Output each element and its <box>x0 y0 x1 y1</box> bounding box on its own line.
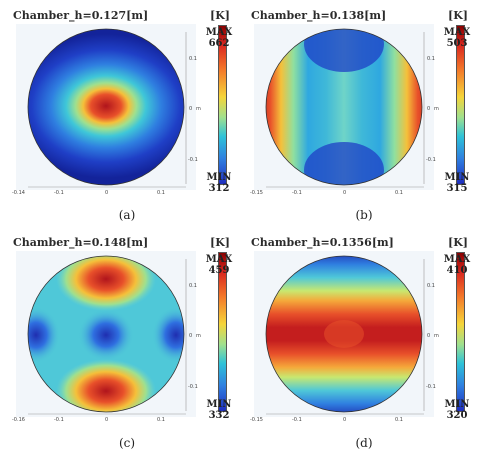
xtick: -0.15 <box>250 417 263 423</box>
temperature-plot: 0.1 0 -0.1 m -0.16 -0.1 0 0.1 <box>12 251 201 423</box>
ytick: -0.1 <box>188 157 198 163</box>
xtick: 0.1 <box>157 417 165 423</box>
axis-letter: m <box>434 106 439 112</box>
ytick: 0.1 <box>427 56 435 62</box>
max-value: 410 <box>446 265 468 276</box>
ytick: 0.1 <box>427 283 435 289</box>
min-label: MIN <box>206 172 232 183</box>
unit-label: [K] <box>210 236 230 249</box>
ytick: 0 <box>189 106 193 112</box>
xtick: -0.15 <box>250 190 263 196</box>
temperature-field-svg <box>265 255 425 415</box>
panel-title: Chamber_h=0.138[m] <box>251 9 387 22</box>
caption-d: (d) <box>355 436 373 450</box>
xtick: 0 <box>343 417 347 423</box>
min-label: MIN <box>444 172 470 183</box>
axis-letter: m <box>434 333 439 339</box>
xtick: -0.1 <box>292 417 302 423</box>
xtick: 0.1 <box>157 190 165 196</box>
panel-d: Chamber_h=0.1356[m] [K] <box>244 233 477 423</box>
axis-letter: m <box>196 106 201 112</box>
panel-a: Chamber_h=0.127[m] [K] <box>6 6 239 196</box>
temperature-plot: 0.1 0 -0.1 m -0.15 -0.1 0 0.1 <box>250 251 439 423</box>
min-label: MIN <box>444 399 470 410</box>
temperature-plot: 0.1 0 -0.1 m -0.15 -0.1 0 0.1 <box>250 24 439 196</box>
unit-label: [K] <box>448 9 468 22</box>
min-label: MIN <box>206 399 232 410</box>
ytick: 0 <box>427 333 431 339</box>
panel-b: Chamber_h=0.138[m] [K] <box>244 6 477 196</box>
caption-b: (b) <box>355 208 373 222</box>
panel-title: Chamber_h=0.148[m] <box>13 236 149 249</box>
xtick: -0.1 <box>54 417 64 423</box>
panel-c: Chamber_h=0.148[m] [K] <box>6 233 239 423</box>
panel-title: Chamber_h=0.1356[m] <box>251 236 394 249</box>
xtick: -0.1 <box>292 190 302 196</box>
max-value: 503 <box>446 38 468 49</box>
ytick: -0.1 <box>188 384 198 390</box>
colorbar <box>456 252 465 412</box>
colorbar <box>218 252 227 412</box>
ytick: 0.1 <box>189 56 197 62</box>
max-value: 662 <box>208 38 230 49</box>
ytick: 0 <box>189 333 193 339</box>
min-value: 332 <box>208 410 230 421</box>
ytick: 0.1 <box>189 283 197 289</box>
xtick: 0 <box>105 417 109 423</box>
min-value: 320 <box>446 410 468 421</box>
ytick: 0 <box>427 106 431 112</box>
xtick: 0 <box>343 190 347 196</box>
min-value: 315 <box>446 183 468 194</box>
min-value: 312 <box>208 183 230 194</box>
max-label: MAX <box>205 27 233 38</box>
temperature-field-svg <box>265 28 425 188</box>
axis-letter: m <box>196 333 201 339</box>
unit-label: [K] <box>210 9 230 22</box>
xtick: -0.1 <box>54 190 64 196</box>
ytick: -0.1 <box>426 157 436 163</box>
xtick: 0 <box>105 190 109 196</box>
max-value: 459 <box>208 265 230 276</box>
unit-label: [K] <box>448 236 468 249</box>
max-label: MAX <box>443 254 471 265</box>
colorbar <box>218 25 227 185</box>
xtick: 0.1 <box>395 417 403 423</box>
ytick: -0.1 <box>426 384 436 390</box>
temperature-field-svg <box>27 255 187 415</box>
temperature-plot: 0.1 0 -0.1 m -0.14 -0.1 0 0.1 <box>12 24 201 196</box>
xtick: -0.14 <box>12 190 25 196</box>
xtick: 0.1 <box>395 190 403 196</box>
panel-title: Chamber_h=0.127[m] <box>13 9 149 22</box>
temperature-field-svg <box>27 28 187 188</box>
colorbar <box>456 25 465 185</box>
caption-a: (a) <box>118 208 136 222</box>
max-label: MAX <box>205 254 233 265</box>
max-label: MAX <box>443 27 471 38</box>
caption-c: (c) <box>118 436 136 450</box>
xtick: -0.16 <box>12 417 25 423</box>
